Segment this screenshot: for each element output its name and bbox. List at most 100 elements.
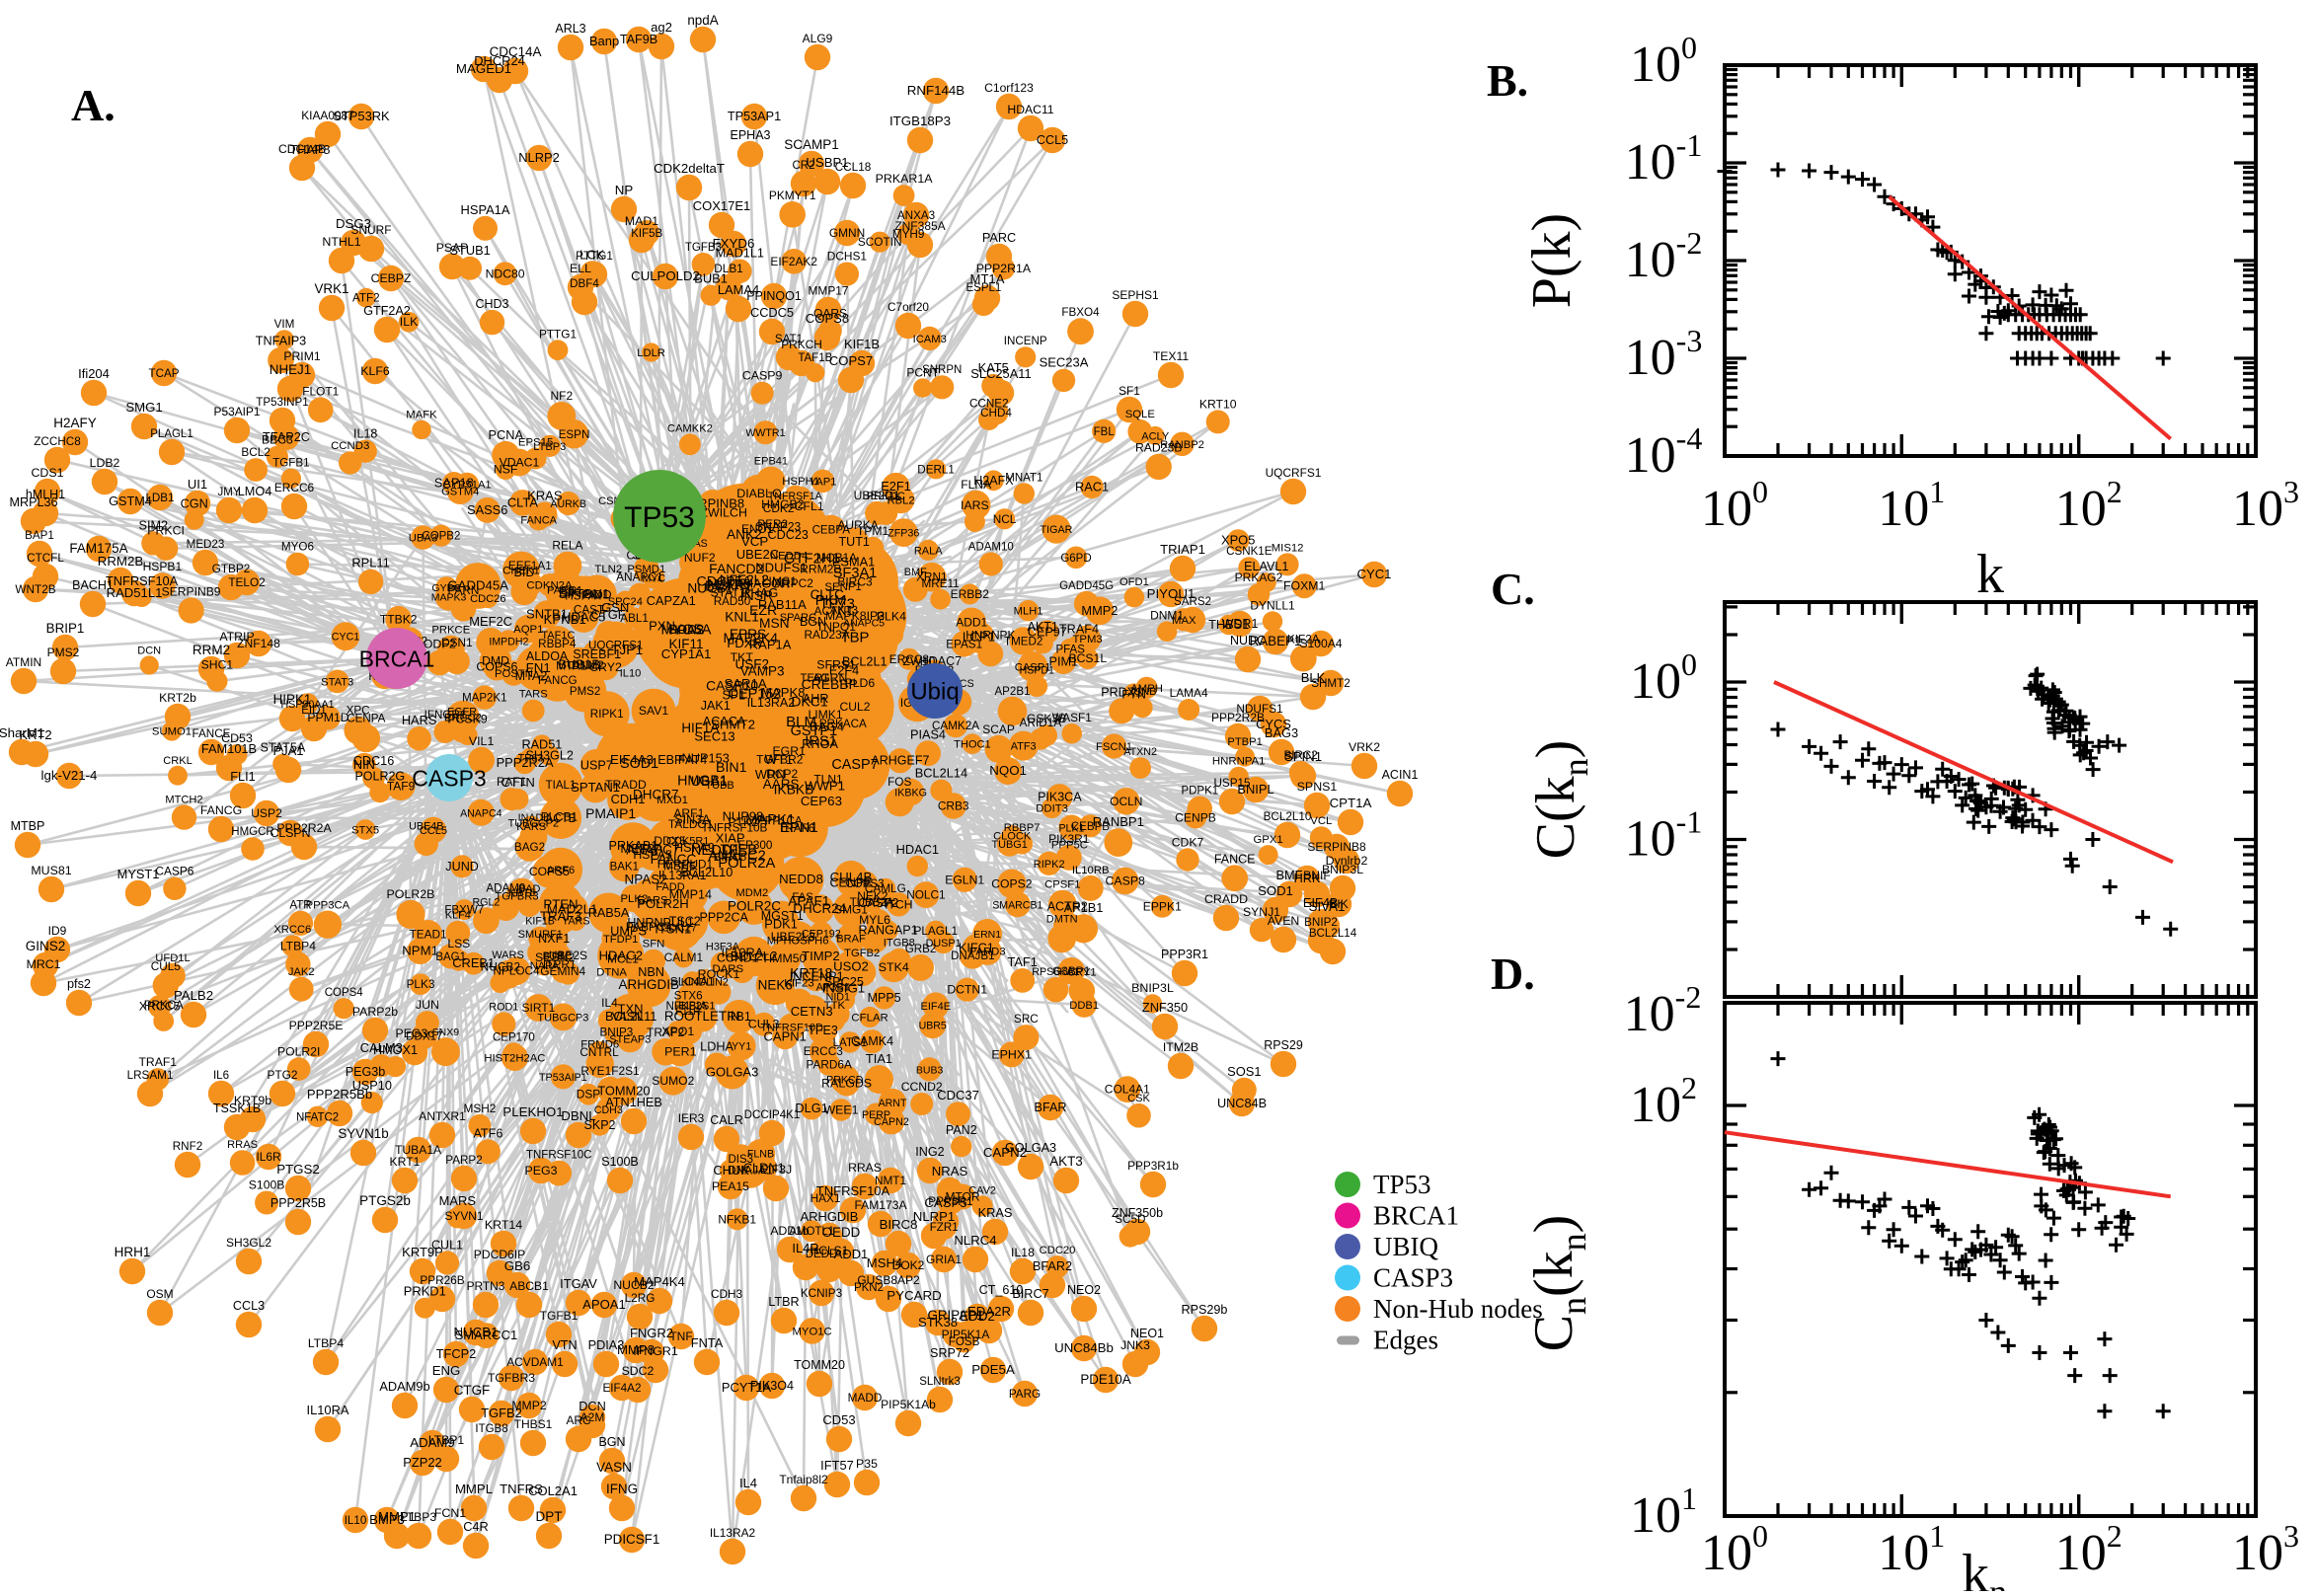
svg-text:BRCA1: BRCA1 [1373, 1201, 1459, 1231]
svg-text:VASN: VASN [612, 1010, 644, 1024]
svg-text:KRT10: KRT10 [1199, 397, 1237, 411]
svg-text:MAD1: MAD1 [625, 214, 658, 228]
svg-text:ENG: ENG [432, 1363, 461, 1378]
svg-text:ATF3: ATF3 [1011, 741, 1037, 753]
svg-text:PRKD1: PRKD1 [404, 1284, 446, 1299]
svg-text:UBIQ: UBIQ [1373, 1232, 1438, 1261]
svg-text:EIF2AK2: EIF2AK2 [770, 255, 817, 268]
svg-text:RIPK2: RIPK2 [1034, 859, 1065, 871]
svg-text:YY1: YY1 [732, 1041, 751, 1053]
svg-text:Tnfaip8l2: Tnfaip8l2 [779, 1473, 828, 1486]
svg-text:SMARCC1: SMARCC1 [455, 1328, 518, 1342]
svg-text:RAD23B: RAD23B [1135, 441, 1182, 455]
svg-text:CUL4B: CUL4B [830, 870, 873, 884]
svg-text:CEBPA: CEBPA [812, 524, 851, 537]
svg-text:EPPK1: EPPK1 [1143, 899, 1182, 913]
svg-text:GUSB8AP2: GUSB8AP2 [857, 1273, 920, 1287]
svg-text:CCND3: CCND3 [331, 440, 369, 452]
svg-text:SYVN1: SYVN1 [445, 1209, 484, 1223]
svg-text:TGFB2: TGFB2 [844, 948, 880, 959]
svg-text:MSH4: MSH4 [867, 1255, 902, 1270]
svg-text:HDAC11: HDAC11 [1007, 103, 1053, 116]
svg-text:NUDC: NUDC [1230, 634, 1266, 647]
svg-text:TELO2: TELO2 [228, 575, 265, 589]
svg-text:SAT1: SAT1 [775, 333, 803, 345]
svg-text:EGLN1: EGLN1 [945, 873, 984, 886]
svg-text:IKBKB: IKBKB [774, 783, 814, 798]
svg-text:CETN3: CETN3 [791, 1004, 833, 1019]
svg-text:CALR: CALR [710, 1113, 743, 1127]
svg-text:ATF2: ATF2 [352, 292, 380, 305]
svg-text:SCAMP1: SCAMP1 [784, 137, 839, 152]
svg-text:STAT5A: STAT5A [261, 741, 306, 755]
svg-text:IL18: IL18 [1011, 1246, 1035, 1259]
svg-text:GB6: GB6 [504, 1258, 531, 1273]
svg-text:VCL: VCL [1310, 815, 1332, 827]
svg-text:PKMYT1: PKMYT1 [769, 189, 816, 202]
svg-text:TP53AP1: TP53AP1 [728, 110, 781, 123]
svg-text:PRTN3: PRTN3 [467, 1279, 505, 1293]
svg-text:SERPINB8: SERPINB8 [1307, 840, 1366, 854]
svg-text:TUBG1: TUBG1 [991, 839, 1027, 851]
svg-text:ERCC3: ERCC3 [804, 1044, 843, 1058]
svg-text:ADAM10: ADAM10 [968, 541, 1014, 553]
svg-text:DDIT3: DDIT3 [1036, 803, 1068, 815]
svg-text:STUB1: STUB1 [449, 243, 490, 258]
svg-text:THOC1: THOC1 [954, 739, 991, 751]
svg-text:CALM3: CALM3 [360, 1040, 403, 1055]
svg-text:PZP22: PZP22 [403, 1455, 441, 1470]
svg-text:HSP90AA1: HSP90AA1 [280, 699, 334, 711]
svg-text:INCENP: INCENP [1004, 335, 1047, 347]
svg-text:NHEJ1: NHEJ1 [270, 362, 311, 377]
svg-text:SNX9: SNX9 [432, 1026, 460, 1038]
svg-text:TMED2: TMED2 [1004, 635, 1042, 647]
svg-text:P35: P35 [856, 1457, 878, 1471]
svg-text:NTHL1: NTHL1 [322, 235, 360, 249]
svg-text:SDC2: SDC2 [622, 1364, 655, 1378]
svg-text:TAF9B: TAF9B [620, 33, 657, 46]
svg-text:LMO4: LMO4 [238, 485, 272, 498]
svg-text:GSN: GSN [601, 600, 629, 615]
svg-text:TGFB3: TGFB3 [685, 242, 722, 254]
svg-text:MRPL36: MRPL36 [10, 495, 58, 509]
svg-text:PPINQO1: PPINQO1 [746, 289, 802, 303]
svg-text:ADAM9: ADAM9 [486, 882, 525, 895]
svg-text:DMTN: DMTN [1046, 914, 1078, 926]
svg-text:CD53: CD53 [221, 731, 253, 745]
svg-text:ATXN2: ATXN2 [1123, 746, 1157, 758]
svg-text:COX17E1: COX17E1 [693, 198, 751, 213]
svg-text:MADD: MADD [848, 1391, 883, 1405]
svg-text:TGFB1: TGFB1 [272, 457, 309, 470]
svg-text:HSPA1A: HSPA1A [461, 202, 510, 217]
svg-text:CLTC: CLTC [811, 587, 845, 602]
svg-text:RRAS: RRAS [227, 1139, 258, 1151]
svg-text:ING2: ING2 [915, 1145, 944, 1159]
svg-text:CASP7: CASP7 [831, 757, 878, 773]
svg-text:CTGF: CTGF [454, 1383, 490, 1398]
svg-text:ARL3: ARL3 [555, 22, 585, 36]
svg-text:CCL18: CCL18 [835, 160, 872, 174]
svg-text:JUN: JUN [416, 998, 439, 1012]
svg-text:P53AIP1: P53AIP1 [214, 405, 261, 418]
svg-text:STEAP3: STEAP3 [609, 1034, 651, 1046]
svg-text:HRH1: HRH1 [115, 1245, 151, 1259]
svg-text:LTBP3: LTBP3 [533, 441, 566, 453]
svg-text:ANTXR1: ANTXR1 [419, 1109, 466, 1123]
svg-text:SMG1: SMG1 [125, 400, 162, 415]
svg-text:STK4: STK4 [879, 960, 909, 974]
svg-text:PRKCI: PRKCI [147, 524, 185, 538]
svg-text:GRB2: GRB2 [905, 943, 937, 955]
svg-text:k: k [1976, 544, 2004, 605]
svg-text:SH3GL2: SH3GL2 [226, 1236, 271, 1250]
svg-text:JAK2: JAK2 [288, 966, 315, 978]
svg-text:PMS2: PMS2 [570, 686, 600, 698]
svg-text:SOD1: SOD1 [620, 756, 658, 772]
svg-text:AP2B1: AP2B1 [994, 685, 1030, 698]
svg-text:NEO1: NEO1 [1130, 1327, 1164, 1340]
svg-text:CAPN2: CAPN2 [983, 1145, 1027, 1160]
svg-text:LTBR: LTBR [768, 1295, 799, 1309]
svg-text:RPL11: RPL11 [351, 556, 389, 570]
svg-text:TFE3: TFE3 [808, 1024, 838, 1037]
svg-text:EPB41: EPB41 [754, 456, 788, 468]
svg-text:BUB1: BUB1 [694, 271, 728, 286]
